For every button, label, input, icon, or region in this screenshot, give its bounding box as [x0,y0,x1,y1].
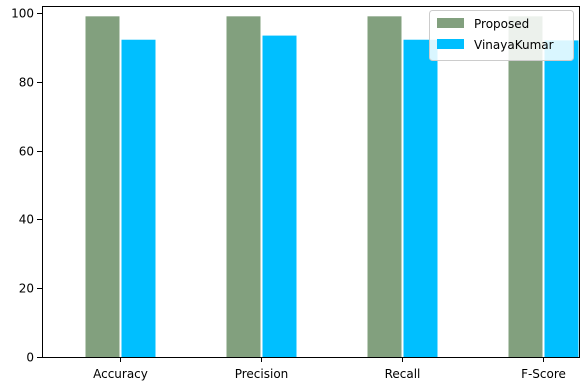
bar-vinayakumar-accuracy [121,39,156,357]
legend-swatch-proposed [437,18,464,28]
plot-frame [42,6,580,358]
bar-vinayakumar-precision [262,35,297,357]
bar-vinayakumar-recall [403,39,438,357]
x-axis: Accuracy Precision Recall F-Score [93,357,566,381]
legend: Proposed VinayaKumar [429,10,574,61]
y-tick-label: 80 [19,76,34,90]
legend-swatch-vinayakumar [437,39,464,49]
legend-label-proposed: Proposed [474,17,529,31]
bars-group [85,16,579,358]
legend-box [429,10,574,61]
bar-proposed-f-score [508,16,543,358]
x-tick-label: Precision [235,367,289,381]
bar-proposed-accuracy [85,16,120,358]
y-axis: 0 20 40 60 80 100 [11,7,42,365]
y-tick-label: 0 [26,351,34,365]
x-tick-label: Accuracy [93,367,148,381]
y-tick-label: 100 [11,7,34,21]
bar-proposed-precision [226,16,261,358]
legend-label-vinayakumar: VinayaKumar [474,38,554,52]
x-tick-label: F-Score [521,367,566,381]
y-tick-label: 20 [19,282,34,296]
y-tick-label: 60 [19,145,34,159]
bar-vinayakumar-f-score [544,40,579,357]
x-tick-label: Recall [385,367,421,381]
bar-proposed-recall [367,16,402,358]
y-tick-label: 40 [19,213,34,227]
